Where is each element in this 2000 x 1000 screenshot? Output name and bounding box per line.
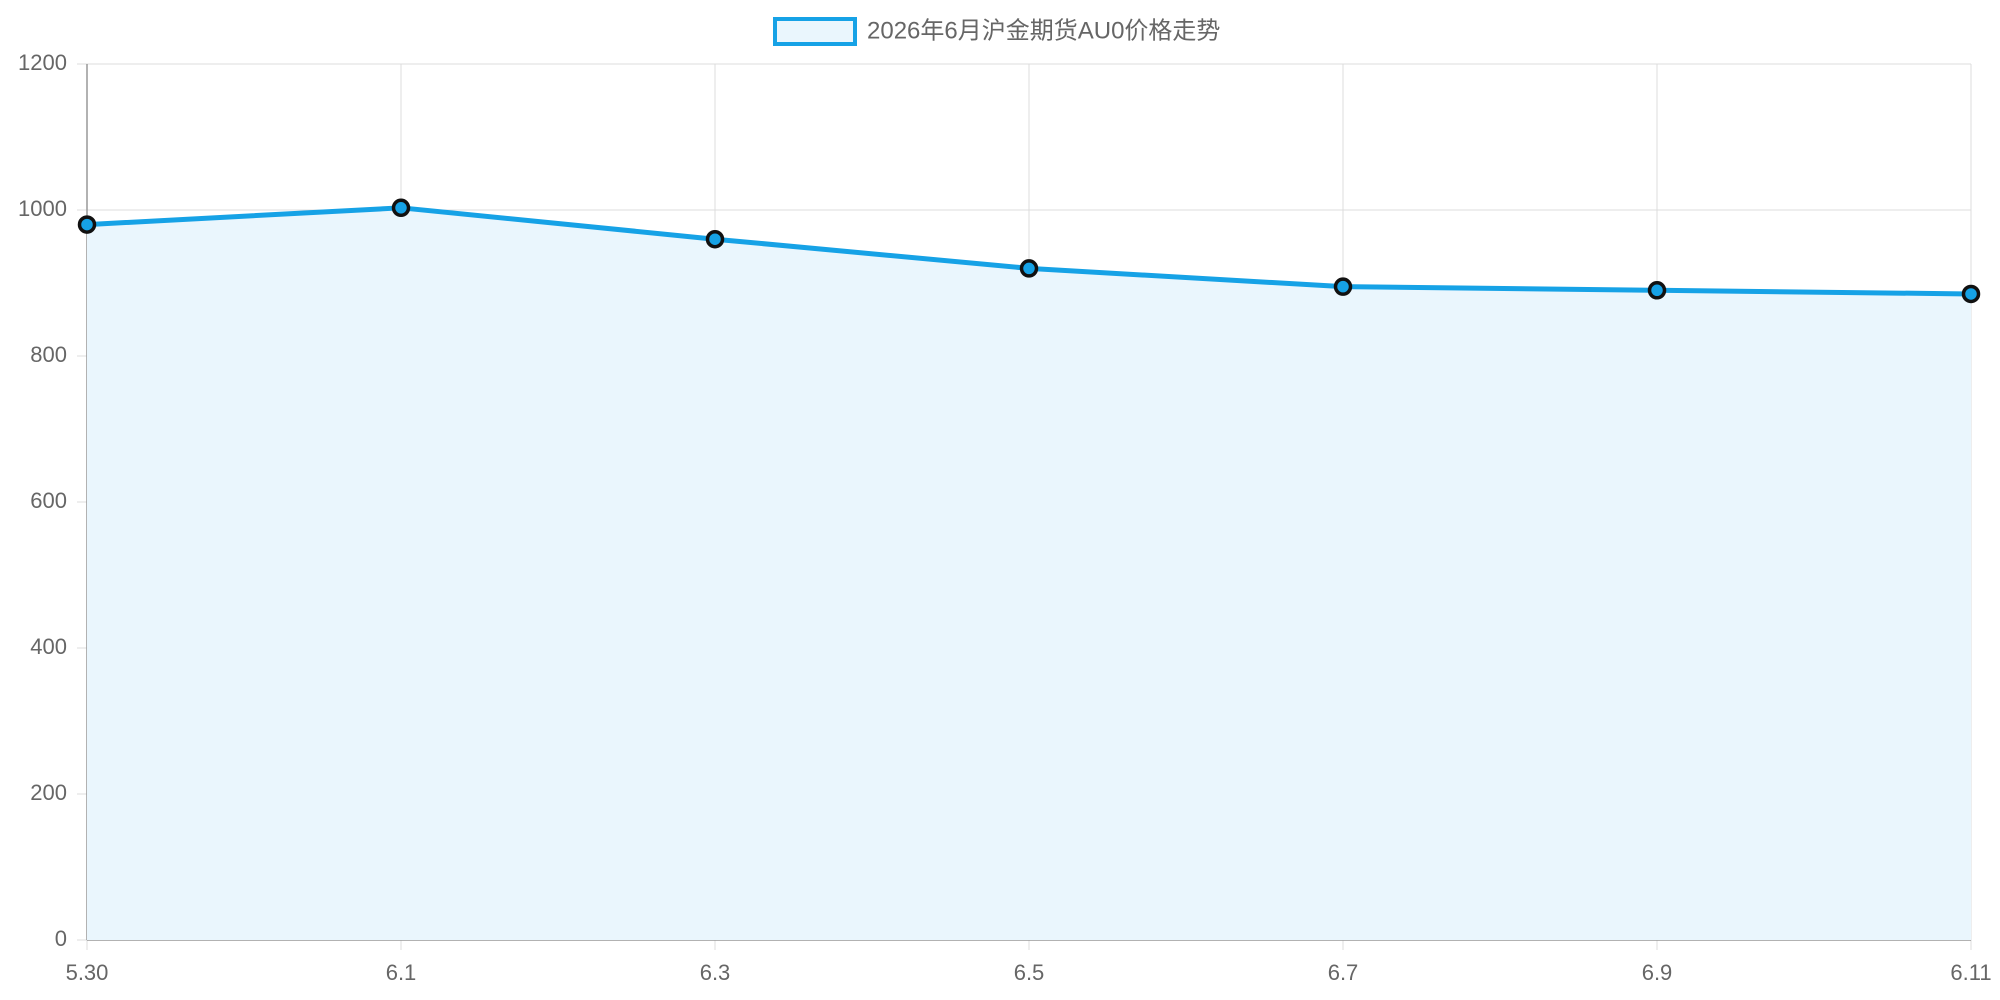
x-tick-label: 6.9 <box>1642 960 1673 985</box>
x-tick-label: 5.30 <box>66 960 109 985</box>
y-tick-label: 800 <box>30 342 67 367</box>
point <box>391 198 411 218</box>
y-tick-label: 0 <box>55 926 67 951</box>
y-tick-label: 200 <box>30 780 67 805</box>
y-tick-label: 600 <box>30 488 67 513</box>
x-tick-label: 6.5 <box>1014 960 1045 985</box>
x-tick-label: 6.3 <box>700 960 731 985</box>
point <box>1019 259 1039 278</box>
y-tick-label: 1000 <box>18 196 67 221</box>
x-tick-label: 6.7 <box>1328 960 1359 985</box>
area <box>87 207 1971 940</box>
x-tick-label: 6.11 <box>1950 960 1991 985</box>
point <box>1647 281 1667 300</box>
point <box>1333 277 1353 296</box>
legend-swatch <box>773 17 857 46</box>
point <box>705 229 725 249</box>
point <box>77 215 97 234</box>
y-tick-label: 1200 <box>18 50 67 75</box>
y-tick-label: 400 <box>30 634 67 659</box>
legend-label: 2026年6月沪金期货AU0价格走势 <box>867 17 1220 44</box>
point <box>1961 284 1981 304</box>
x-tick-label: 6.1 <box>386 960 417 985</box>
